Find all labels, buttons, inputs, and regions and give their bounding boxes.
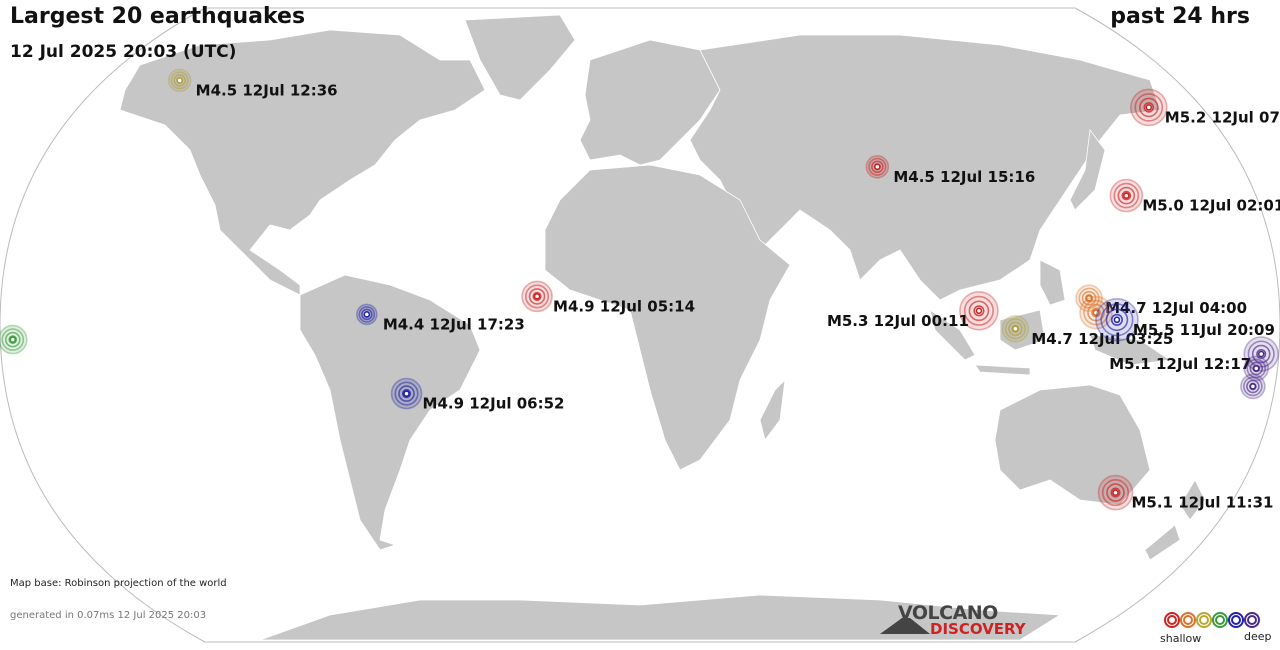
earthquake-marker[interactable]	[1079, 295, 1113, 330]
legend-deep-label: deep	[1244, 630, 1272, 643]
earthquake-label: M4.9 12Jul 05:14	[553, 297, 695, 315]
earthquake-label: M4.9 12Jul 06:52	[423, 395, 565, 413]
earthquake-marker[interactable]	[865, 155, 890, 179]
period-label: past 24 hrs	[1110, 4, 1250, 29]
legend-swatch	[1231, 615, 1241, 625]
earthquake-marker[interactable]	[1095, 297, 1139, 342]
earthquake-marker[interactable]	[1001, 314, 1030, 343]
madagascar	[759, 378, 786, 441]
earthquake-label: M5.1 12Jul 12:17	[1109, 355, 1251, 373]
legend-swatch	[1199, 615, 1209, 625]
earthquake-label: M5.3 12Jul 00:11	[827, 312, 969, 330]
earthquake-label: M5.0 12Jul 02:01	[1142, 197, 1280, 215]
sumatra	[929, 309, 976, 361]
earthquake-marker[interactable]	[0, 324, 28, 355]
earthquake-label: M4.5 12Jul 15:16	[893, 168, 1035, 186]
logo-line-1: VOLCANO	[898, 602, 998, 624]
volcanodiscovery-logo[interactable]: VOLCANO DISCOVERY	[880, 602, 1030, 642]
south-america	[299, 274, 481, 551]
earthquake-marker[interactable]	[1109, 178, 1144, 213]
earthquake-label: M5.5 11Jul 20:09	[1133, 321, 1275, 339]
japan	[1069, 128, 1106, 211]
legend-swatch	[1167, 615, 1177, 625]
earthquake-label: M4.7 12Jul 03:25	[1031, 330, 1173, 348]
earthquake-marker[interactable]	[356, 303, 378, 326]
legend-swatch	[1215, 615, 1225, 625]
legend-swatch	[1164, 612, 1180, 628]
north-america	[119, 29, 486, 296]
legend-swatches	[1164, 612, 1260, 628]
volcano-icon	[880, 618, 930, 634]
landmasses	[119, 14, 1206, 641]
philippines	[1039, 259, 1066, 306]
earthquake-marker[interactable]	[1129, 88, 1168, 127]
earthquake-label: M4.4 12Jul 17:23	[383, 315, 525, 333]
earthquake-marker[interactable]	[1097, 474, 1134, 511]
depth-legend: shallow deep	[1160, 608, 1272, 648]
new-zealand-south	[1144, 524, 1181, 561]
earthquake-marker[interactable]	[959, 290, 999, 331]
legend-swatch	[1183, 615, 1193, 625]
earthquake-marker[interactable]	[390, 377, 423, 410]
antarctica	[259, 594, 1062, 641]
legend-swatch	[1212, 612, 1228, 628]
legend-swatch	[1247, 615, 1257, 625]
earthquake-label: M4.7 12Jul 04:00	[1105, 299, 1247, 317]
java	[974, 364, 1031, 376]
map-title: Largest 20 earthquakes	[10, 4, 306, 29]
logo-line-2: DISCOVERY	[930, 620, 1026, 638]
legend-swatch	[1180, 612, 1196, 628]
greenland	[464, 14, 576, 101]
map-base-note: Map base: Robinson projection of the wor…	[10, 578, 227, 589]
earthquake-label: M5.2 12Jul 07:50	[1165, 108, 1280, 126]
legend-swatch	[1228, 612, 1244, 628]
timestamp: 12 Jul 2025 20:03 (UTC)	[10, 42, 237, 62]
earthquake-marker[interactable]	[521, 280, 553, 313]
africa	[544, 164, 791, 471]
new-zealand	[1179, 479, 1206, 521]
legend-swatch	[1196, 612, 1212, 628]
earthquake-label: M4.5 12Jul 12:36	[196, 81, 338, 99]
generated-note: generated in 0.07ms 12 Jul 2025 20:03	[10, 610, 207, 621]
new-guinea	[1089, 334, 1172, 366]
earthquake-label: M5.1 12Jul 11:31	[1132, 494, 1274, 512]
legend-swatch	[1244, 612, 1260, 628]
earthquake-markers: M4.5 12Jul 12:36 M5.2 12Jul 07:50 M4.5 12J…	[0, 68, 1280, 512]
earthquake-marker[interactable]	[167, 68, 192, 93]
earthquake-marker[interactable]	[1240, 373, 1266, 400]
legend-shallow-label: shallow	[1160, 632, 1202, 645]
asia	[689, 34, 1161, 301]
